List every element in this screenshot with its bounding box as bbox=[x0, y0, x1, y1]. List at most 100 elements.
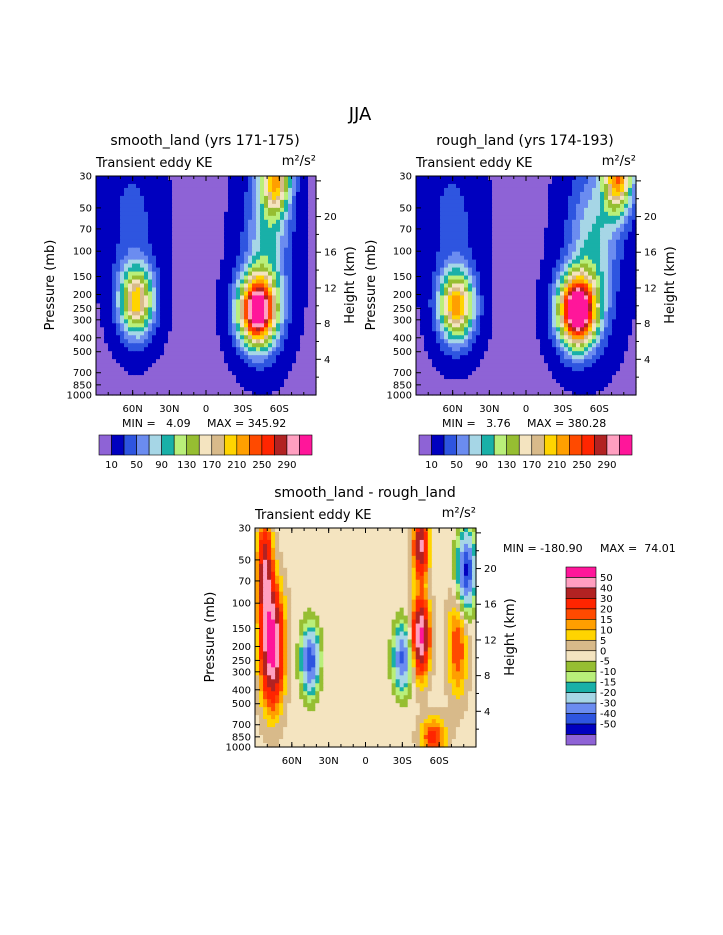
contour-cell bbox=[108, 235, 113, 241]
contour-cell bbox=[176, 363, 181, 368]
contour-cell bbox=[256, 303, 261, 308]
contour-cell bbox=[600, 259, 605, 265]
contour-cell bbox=[172, 223, 177, 229]
contour-cell bbox=[292, 191, 297, 197]
contour-cell bbox=[108, 295, 113, 301]
contour-cell bbox=[480, 267, 485, 273]
contour-cell bbox=[184, 271, 189, 277]
contour-cell bbox=[460, 259, 465, 265]
contour-cell bbox=[136, 195, 141, 201]
contour-cell bbox=[256, 255, 261, 261]
contour-cell bbox=[520, 235, 525, 241]
contour-cell bbox=[112, 219, 117, 225]
contour-cell bbox=[504, 303, 509, 308]
contour-cell bbox=[204, 183, 209, 189]
contour-cell bbox=[508, 247, 513, 253]
contour-cell bbox=[504, 215, 509, 221]
contour-cell bbox=[468, 255, 473, 261]
contour-cell bbox=[260, 343, 265, 348]
contour-cell bbox=[552, 239, 557, 245]
contour-cell bbox=[236, 383, 241, 388]
contour-cell bbox=[588, 231, 593, 237]
contour-cell bbox=[136, 295, 141, 301]
contour-cell bbox=[136, 255, 141, 261]
contour-cell bbox=[188, 187, 193, 193]
contour-cell bbox=[180, 355, 185, 360]
contour-cell bbox=[288, 383, 293, 388]
contour-cell bbox=[284, 287, 289, 293]
contour-cell bbox=[472, 243, 477, 249]
contour-cell bbox=[448, 203, 453, 209]
contour-cell bbox=[536, 219, 541, 225]
contour-cell bbox=[456, 183, 461, 189]
contour-cell bbox=[464, 219, 469, 225]
contour-cell bbox=[284, 203, 289, 209]
contour-cell bbox=[120, 223, 125, 229]
contour-cell bbox=[164, 219, 169, 225]
contour-cell bbox=[204, 275, 209, 281]
colorbar-swatch bbox=[136, 434, 150, 456]
contour-cell bbox=[484, 295, 489, 301]
contour-cell bbox=[100, 363, 105, 368]
contour-cell bbox=[168, 327, 173, 332]
contour-cell bbox=[440, 227, 445, 233]
contour-cell bbox=[160, 183, 165, 189]
contour-cell bbox=[476, 215, 481, 221]
contour-cell bbox=[168, 387, 173, 392]
contour-cell bbox=[168, 391, 173, 396]
contour-cell bbox=[308, 347, 313, 352]
contour-cell bbox=[488, 279, 493, 285]
contour-cell bbox=[188, 179, 193, 185]
contour-cell bbox=[252, 267, 257, 273]
contour-cell bbox=[244, 211, 249, 217]
contour-cell bbox=[444, 291, 449, 297]
contour-cell bbox=[136, 351, 141, 356]
contour-cell bbox=[136, 291, 141, 297]
contour-cell bbox=[136, 343, 141, 348]
contour-cell bbox=[424, 271, 429, 277]
contour-cell bbox=[248, 291, 253, 297]
contour-cell bbox=[264, 323, 269, 328]
contour-cell bbox=[176, 371, 181, 376]
contour-cell bbox=[120, 339, 125, 344]
contour-cell bbox=[108, 279, 113, 285]
contour-cell bbox=[288, 391, 293, 396]
contour-cell bbox=[264, 203, 269, 209]
contour-cell bbox=[244, 331, 249, 336]
contour-cell bbox=[504, 231, 509, 237]
contour-cell bbox=[236, 387, 241, 392]
contour-cell bbox=[192, 211, 197, 217]
contour-cell bbox=[180, 383, 185, 388]
contour-cell bbox=[116, 287, 121, 293]
contour-cell bbox=[512, 279, 517, 285]
contour-cell bbox=[152, 187, 157, 193]
contour-cell bbox=[264, 207, 269, 213]
contour-cell bbox=[172, 267, 177, 273]
contour-cell bbox=[572, 183, 577, 189]
contour-cell bbox=[504, 255, 509, 261]
contour-cell bbox=[588, 263, 593, 269]
contour-cell bbox=[292, 343, 297, 348]
contour-cell bbox=[560, 275, 565, 281]
contour-cell bbox=[240, 275, 245, 281]
contour-cell bbox=[568, 235, 573, 241]
contour-cell bbox=[528, 299, 533, 305]
contour-cell bbox=[216, 187, 221, 193]
contour-cell bbox=[544, 283, 549, 289]
contour-cell bbox=[208, 323, 213, 328]
contour-cell bbox=[212, 243, 217, 249]
contour-cell bbox=[608, 287, 613, 293]
contour-cell bbox=[576, 243, 581, 249]
contour-cell bbox=[104, 203, 109, 209]
contour-cell bbox=[628, 183, 633, 189]
contour-cell bbox=[484, 199, 489, 205]
contour-cell bbox=[212, 359, 217, 364]
contour-cell bbox=[160, 375, 165, 380]
contour-cell bbox=[124, 247, 129, 253]
contour-cell bbox=[496, 299, 501, 305]
contour-cell bbox=[476, 239, 481, 245]
contour-cell bbox=[272, 339, 277, 344]
contour-cell bbox=[276, 359, 281, 364]
contour-cell bbox=[136, 227, 141, 233]
contour-cell bbox=[208, 247, 213, 253]
